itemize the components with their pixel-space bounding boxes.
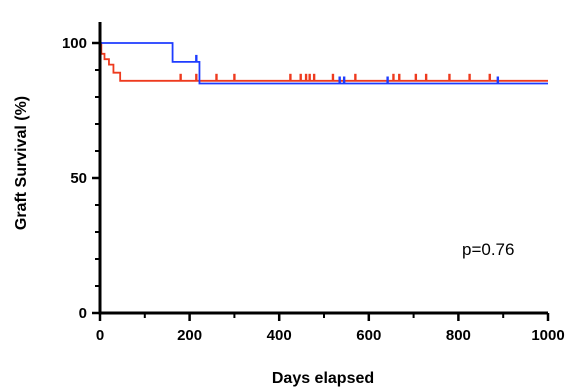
y-tick-label: 100	[62, 35, 87, 52]
y-tick-label: 50	[70, 170, 87, 187]
series-line-2	[100, 42, 548, 85]
x-tick-label: 800	[446, 327, 471, 344]
x-tick-label: 200	[177, 327, 202, 344]
x-tick-label: 400	[267, 327, 292, 344]
x-tick-label: 1000	[531, 327, 564, 344]
x-tick-label: 600	[356, 327, 381, 344]
y-axis-title: Graft Survival (%)	[13, 96, 30, 230]
y-tick-label: 0	[79, 305, 87, 322]
x-tick-label: 0	[96, 327, 104, 344]
x-axis-title: Days elapsed	[272, 370, 374, 387]
series-layer	[100, 42, 548, 85]
annotation-pvalue: p=0.76	[462, 240, 514, 259]
series-line-1	[100, 42, 548, 82]
